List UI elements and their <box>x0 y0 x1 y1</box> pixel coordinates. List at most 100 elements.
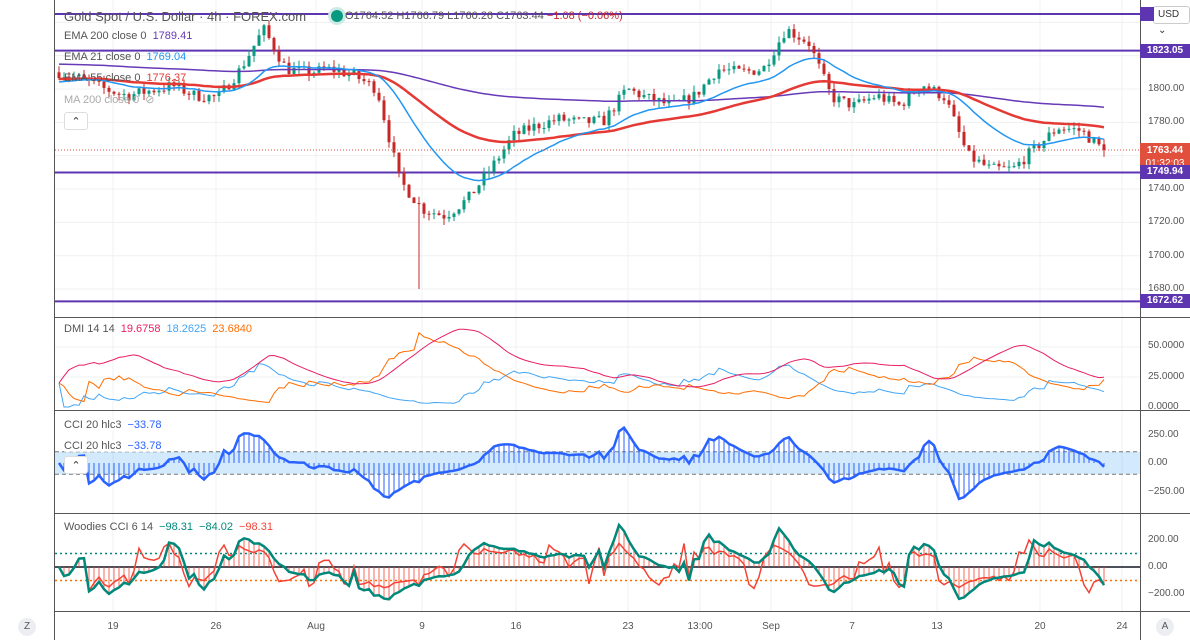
candle-body <box>392 142 396 153</box>
candle-body <box>577 117 581 119</box>
candle-body <box>747 69 751 71</box>
candle-body <box>417 203 421 205</box>
candle-body <box>527 125 531 131</box>
candle-body <box>432 213 436 215</box>
candle-body <box>387 120 391 143</box>
candle-body <box>1062 129 1066 131</box>
candle-body <box>197 90 201 101</box>
candle-body <box>847 98 851 108</box>
collapse-legend-button[interactable]: ⌃ <box>64 112 88 130</box>
time-label: 13 <box>931 621 943 632</box>
candle-body <box>1002 166 1006 168</box>
indicator-tick: 200.00 <box>1148 534 1179 545</box>
candle-body <box>517 130 521 134</box>
candle-body <box>437 213 441 216</box>
candle-body <box>492 160 496 172</box>
indicator-tick: 0.0000 <box>1148 401 1179 412</box>
pane-divider[interactable] <box>55 513 1190 514</box>
candle-body <box>707 79 711 85</box>
cci-legend[interactable]: CCI 20 hlc3 −33.78 <box>64 419 168 431</box>
indicator-tick: 50.0000 <box>1148 340 1185 351</box>
legend-ema21[interactable]: EMA 21 close 0 1769.04 <box>64 51 192 63</box>
candle-body <box>247 55 251 67</box>
indicator-tick: 0.00 <box>1148 561 1168 572</box>
candle-body <box>957 116 961 132</box>
cci-band <box>55 451 1140 475</box>
collapse-cci-legend-button[interactable]: ⌃ <box>64 456 88 474</box>
minus-di-line <box>58 331 1105 404</box>
cci-pane[interactable] <box>55 411 1140 513</box>
legend-value: 1776.37 <box>146 72 187 84</box>
dmi-legend[interactable]: DMI 14 14 19.6758 18.2625 23.6840 <box>64 323 258 335</box>
legend-ma200[interactable]: MA 200 close 0 ⊘ <box>64 93 160 106</box>
candle-body <box>467 191 471 201</box>
symbol-title[interactable]: Gold Spot / U.S. Dollar · 4h · FOREX.com <box>64 9 307 24</box>
price-tick: 1800.00 <box>1148 83 1185 94</box>
candle-body <box>822 63 826 74</box>
currency-select[interactable]: USD ⌄ <box>1153 6 1190 36</box>
candle-body <box>907 92 911 106</box>
candle-body <box>1057 129 1061 134</box>
indicator-tick: −200.00 <box>1148 588 1185 599</box>
candle-body <box>737 65 741 69</box>
indicator-tick: 25.0000 <box>1148 371 1185 382</box>
legend-ema55[interactable]: EMA 55 close 0 1776.37 <box>64 72 192 84</box>
candle-body <box>797 37 801 40</box>
candle-body <box>137 88 141 95</box>
candle-body <box>632 88 636 91</box>
price-axis[interactable] <box>1140 0 1190 640</box>
woodies-cci-pane[interactable] <box>55 514 1140 611</box>
candle-body <box>497 158 501 161</box>
legend-label: EMA 21 close 0 <box>64 51 141 63</box>
candle-body <box>147 90 151 94</box>
candle-body <box>447 216 451 219</box>
legend-ema200[interactable]: EMA 200 close 0 1789.41 <box>64 30 198 42</box>
dmi-label: DMI 14 14 <box>64 323 115 335</box>
woodies-legend[interactable]: Woodies CCI 6 14 −98.31 −84.02 −98.31 <box>64 521 279 533</box>
woodies-cci-line <box>57 522 1106 601</box>
candle-body <box>892 95 896 103</box>
legend-label: EMA 55 close 0 <box>64 72 141 84</box>
candle-body <box>537 123 541 129</box>
candle-body <box>477 185 481 194</box>
zoom-button[interactable]: Z <box>18 618 36 636</box>
cci-line <box>57 425 1105 501</box>
candle-body <box>307 66 311 76</box>
candle-body <box>377 92 381 101</box>
candle-body <box>162 90 166 92</box>
price-chart[interactable] <box>55 0 1140 317</box>
candle-body <box>522 125 526 134</box>
price-tick: 1700.00 <box>1148 249 1185 261</box>
last-price: 1763.44 <box>1146 145 1184 156</box>
candle-body <box>947 100 951 105</box>
pane-divider[interactable] <box>55 410 1190 411</box>
candle-body <box>642 95 646 98</box>
dmi-pane[interactable] <box>55 318 1140 410</box>
auto-scale-button[interactable]: A <box>1156 618 1174 636</box>
candle-body <box>482 172 486 186</box>
candle-body <box>267 25 271 38</box>
candle-body <box>167 82 171 91</box>
candle-body <box>872 98 876 100</box>
candle-body <box>587 117 591 123</box>
woodies-value-1: −98.31 <box>159 521 194 533</box>
candle-body <box>932 86 936 90</box>
cci-legend-2[interactable]: CCI 20 hlc3 −33.78 <box>64 440 168 452</box>
candle-body <box>472 191 476 194</box>
candle-body <box>512 130 516 141</box>
candle-body <box>837 96 841 103</box>
candle-body <box>812 45 816 54</box>
level-price-label: 1672.62 <box>1140 294 1190 309</box>
candle-body <box>402 172 406 185</box>
time-label: 9 <box>419 621 425 632</box>
candle-body <box>877 94 881 99</box>
candle-body <box>667 100 671 104</box>
candle-body <box>782 38 786 43</box>
legend-label: EMA 200 close 0 <box>64 30 147 42</box>
pane-divider[interactable] <box>55 317 1190 318</box>
eye-hidden-icon[interactable]: ⊘ <box>145 94 155 106</box>
candle-body <box>757 71 761 75</box>
candle-body <box>222 85 226 92</box>
candle-body <box>637 90 641 98</box>
legend-label: MA 200 close 0 <box>64 94 140 106</box>
